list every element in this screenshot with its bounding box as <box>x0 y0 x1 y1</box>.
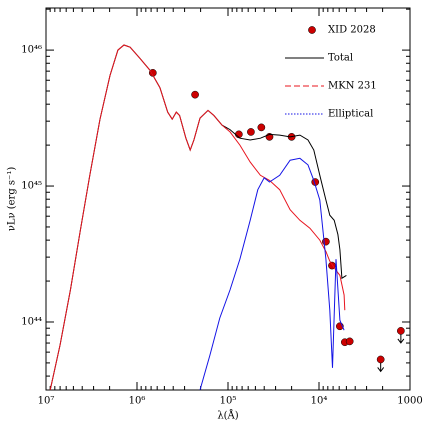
y-tick-label: 10⁴⁶ <box>21 45 42 56</box>
data-point <box>397 327 405 335</box>
x-tick-label: 10⁴ <box>311 396 328 407</box>
x-tick-label: 10⁶ <box>129 396 146 407</box>
legend-label: Total <box>328 53 353 64</box>
y-axis-label: νLν (erg s⁻¹) <box>7 167 18 232</box>
data-point <box>148 69 157 77</box>
legend-label: Elliptical <box>328 109 373 120</box>
sed-line <box>199 157 345 391</box>
data-point <box>191 90 199 99</box>
plot-frame <box>45 7 411 391</box>
legend-label: MKN 231 <box>328 81 377 92</box>
legend-label: XID 2028 <box>328 25 376 36</box>
x-tick-label: 1000 <box>397 396 422 407</box>
data-point <box>247 128 255 136</box>
x-axis-label: λ(Å) <box>217 410 238 422</box>
x-tick-label: 10⁵ <box>220 396 237 407</box>
sed-line <box>49 44 346 391</box>
data-point <box>257 123 266 132</box>
data-point <box>345 337 354 346</box>
x-tick-label: 10⁷ <box>38 396 55 407</box>
legend-marker <box>308 26 316 34</box>
y-tick-label: 10⁴⁴ <box>21 316 42 327</box>
data-point <box>376 355 385 364</box>
y-tick-label: 10⁴⁵ <box>21 181 42 192</box>
